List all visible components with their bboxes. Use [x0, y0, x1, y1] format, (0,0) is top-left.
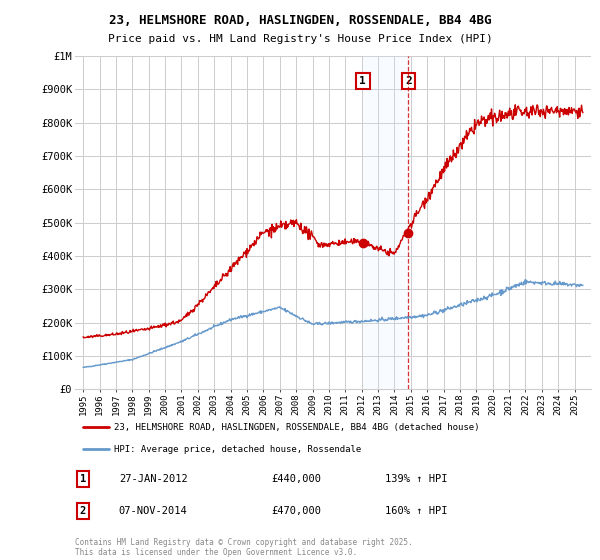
- Text: 23, HELMSHORE ROAD, HASLINGDEN, ROSSENDALE, BB4 4BG (detached house): 23, HELMSHORE ROAD, HASLINGDEN, ROSSENDA…: [114, 423, 479, 432]
- Text: 23, HELMSHORE ROAD, HASLINGDEN, ROSSENDALE, BB4 4BG: 23, HELMSHORE ROAD, HASLINGDEN, ROSSENDA…: [109, 14, 491, 27]
- Text: 1: 1: [80, 474, 86, 484]
- Bar: [363, 56, 409, 389]
- Text: 07-NOV-2014: 07-NOV-2014: [119, 506, 188, 516]
- Text: £470,000: £470,000: [271, 506, 321, 516]
- Text: 27-JAN-2012: 27-JAN-2012: [119, 474, 188, 484]
- Text: £440,000: £440,000: [271, 474, 321, 484]
- Text: 139% ↑ HPI: 139% ↑ HPI: [385, 474, 447, 484]
- Text: 2: 2: [405, 76, 412, 86]
- Text: Price paid vs. HM Land Registry's House Price Index (HPI): Price paid vs. HM Land Registry's House …: [107, 34, 493, 44]
- Text: 1: 1: [359, 76, 366, 86]
- Text: 2: 2: [80, 506, 86, 516]
- Text: HPI: Average price, detached house, Rossendale: HPI: Average price, detached house, Ross…: [114, 445, 361, 454]
- Text: Contains HM Land Registry data © Crown copyright and database right 2025.
This d: Contains HM Land Registry data © Crown c…: [75, 538, 413, 557]
- Text: 160% ↑ HPI: 160% ↑ HPI: [385, 506, 447, 516]
